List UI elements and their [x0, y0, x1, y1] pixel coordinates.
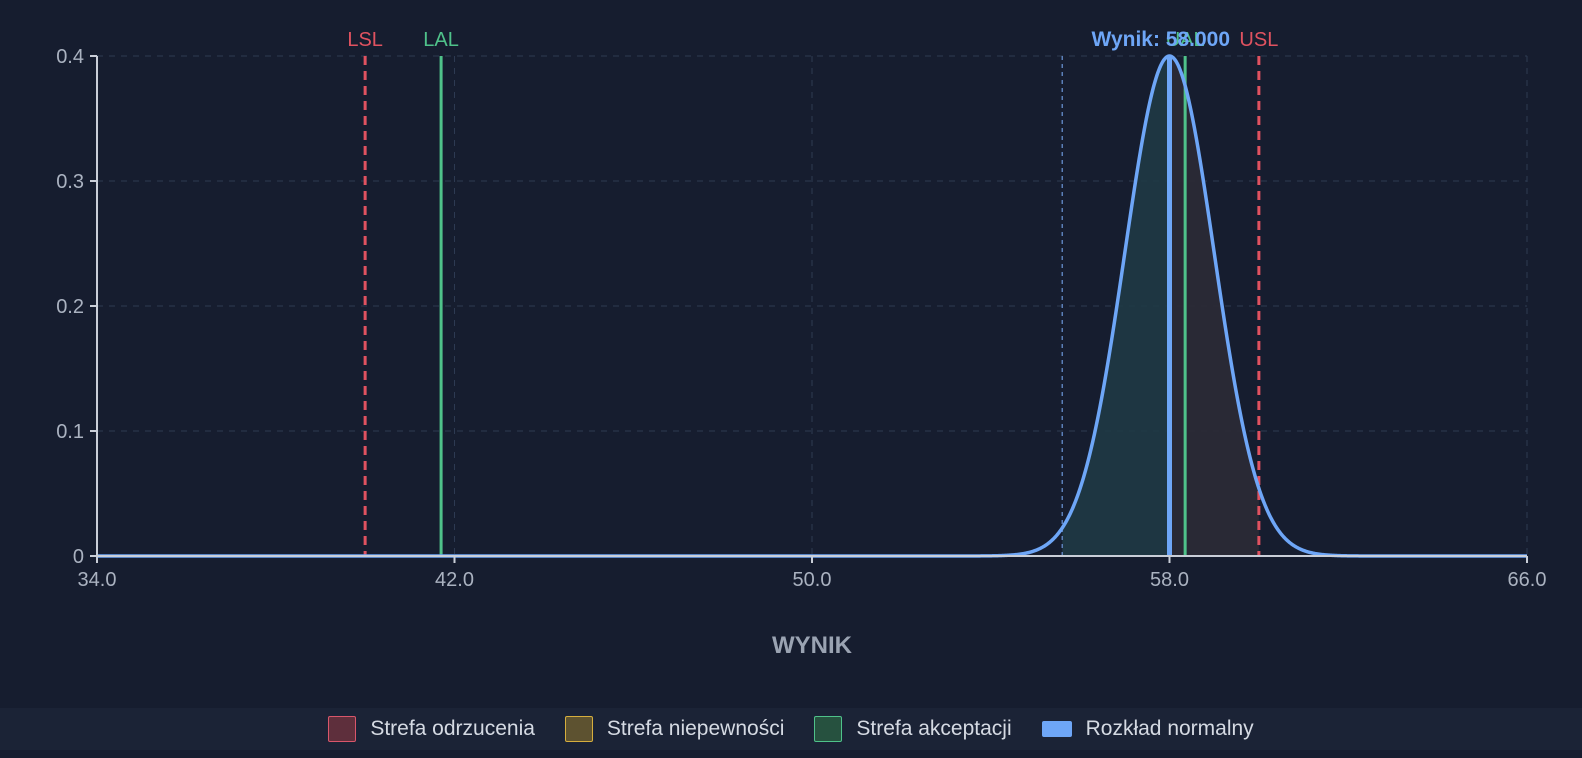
legend-swatch-uncertainty	[564, 716, 593, 742]
legend-label: Strefa niepewności	[606, 717, 785, 740]
y-tick-label: 0.4	[56, 46, 84, 68]
grid	[97, 55, 1528, 556]
legend-item-acceptance-zone[interactable]: Strefa akceptacji	[814, 716, 1012, 742]
legend-swatch-normal	[1041, 721, 1072, 737]
legend-label: Rozkład normalny	[1085, 717, 1254, 740]
legend: Strefa odrzucenia Strefa niepewności Str…	[0, 708, 1582, 750]
legend-label: Strefa odrzucenia	[370, 717, 535, 740]
limit-label-lal: LAL	[423, 29, 459, 51]
y-tick-label: 0.3	[56, 171, 84, 193]
x-tick-label: 50.0	[793, 569, 832, 591]
limit-label-usl: USL	[1239, 29, 1278, 51]
area-right	[1169, 56, 1259, 556]
area-left	[1062, 56, 1170, 556]
y-tick-label: 0.2	[56, 296, 84, 318]
x-axis-title: WYNIK	[772, 632, 853, 659]
limit-lines	[363, 56, 1261, 556]
legend-swatch-acceptance	[814, 716, 843, 742]
result-label: Wynik: 58.000	[1092, 28, 1231, 51]
legend-item-rejection-zone[interactable]: Strefa odrzucenia	[328, 716, 535, 742]
x-tick-label: 42.0	[435, 569, 474, 591]
limit-label-lsl: LSL	[347, 29, 383, 51]
legend-label: Strefa akceptacji	[856, 717, 1012, 740]
x-tick-label: 34.0	[78, 569, 117, 591]
y-tick-label: 0	[73, 546, 84, 568]
x-tick-label: 66.0	[1508, 569, 1547, 591]
x-tick-label: 58.0	[1150, 569, 1189, 591]
limit-label-ual: UAL	[1166, 29, 1205, 51]
chart-labels: LSL LAL UAL USL Wynik: 58.000	[347, 28, 1278, 51]
legend-item-uncertainty-zone[interactable]: Strefa niepewności	[564, 716, 785, 742]
legend-swatch-rejection	[328, 716, 357, 742]
y-tick-label: 0.1	[56, 421, 84, 443]
legend-item-normal-distribution[interactable]: Rozkład normalny	[1041, 717, 1254, 741]
distribution-fill	[1061, 56, 1259, 556]
axes: 0 0.1 0.2 0.3 0.4 34.0 42.0 50.0 58.0 66.0 WYNIK	[56, 46, 1546, 659]
chart: 0 0.1 0.2 0.3 0.4 34.0 42.0 50.0 58.0 66.0 WYNIK L…	[56, 28, 1546, 659]
